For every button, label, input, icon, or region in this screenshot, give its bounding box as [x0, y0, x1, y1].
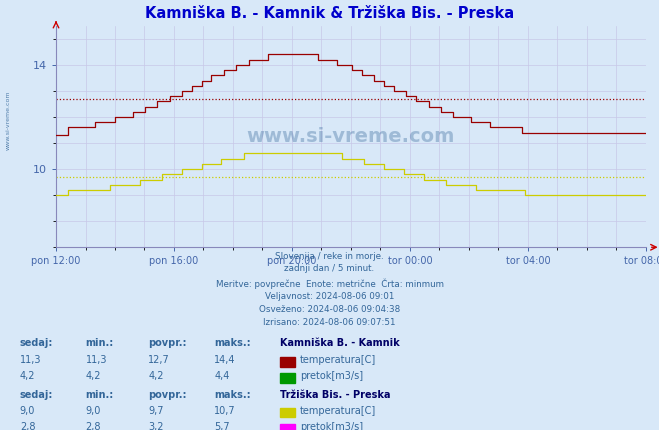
Text: pretok[m3/s]: pretok[m3/s] [300, 371, 363, 381]
Text: temperatura[C]: temperatura[C] [300, 405, 376, 416]
Text: www.si-vreme.com: www.si-vreme.com [5, 91, 11, 150]
Text: 4,2: 4,2 [86, 371, 101, 381]
Text: 4,2: 4,2 [148, 371, 164, 381]
Text: Kamniška B. - Kamnik & Tržiška Bis. - Preska: Kamniška B. - Kamnik & Tržiška Bis. - Pr… [145, 6, 514, 21]
Text: 10,7: 10,7 [214, 405, 236, 416]
Text: povpr.:: povpr.: [148, 390, 186, 400]
Text: www.si-vreme.com: www.si-vreme.com [246, 127, 455, 146]
Text: pretok[m3/s]: pretok[m3/s] [300, 422, 363, 430]
Text: 4,2: 4,2 [20, 371, 36, 381]
Text: min.:: min.: [86, 338, 114, 348]
Text: povpr.:: povpr.: [148, 338, 186, 348]
Text: temperatura[C]: temperatura[C] [300, 355, 376, 366]
Text: Slovenija / reke in morje.
zadnji dan / 5 minut.
Meritve: povprečne  Enote: metr: Slovenija / reke in morje. zadnji dan / … [215, 252, 444, 327]
Text: maks.:: maks.: [214, 390, 251, 400]
Text: 2,8: 2,8 [86, 422, 101, 430]
Text: min.:: min.: [86, 390, 114, 400]
Text: Tržiška Bis. - Preska: Tržiška Bis. - Preska [280, 390, 391, 400]
Text: 11,3: 11,3 [20, 355, 42, 366]
Text: 9,0: 9,0 [20, 405, 35, 416]
Text: 4,4: 4,4 [214, 371, 229, 381]
Text: Kamniška B. - Kamnik: Kamniška B. - Kamnik [280, 338, 400, 348]
Text: 5,7: 5,7 [214, 422, 230, 430]
Text: 14,4: 14,4 [214, 355, 236, 366]
Text: 9,0: 9,0 [86, 405, 101, 416]
Text: 9,7: 9,7 [148, 405, 164, 416]
Text: 2,8: 2,8 [20, 422, 36, 430]
Text: sedaj:: sedaj: [20, 390, 53, 400]
Text: 11,3: 11,3 [86, 355, 107, 366]
Text: maks.:: maks.: [214, 338, 251, 348]
Text: 12,7: 12,7 [148, 355, 170, 366]
Text: 3,2: 3,2 [148, 422, 164, 430]
Text: sedaj:: sedaj: [20, 338, 53, 348]
